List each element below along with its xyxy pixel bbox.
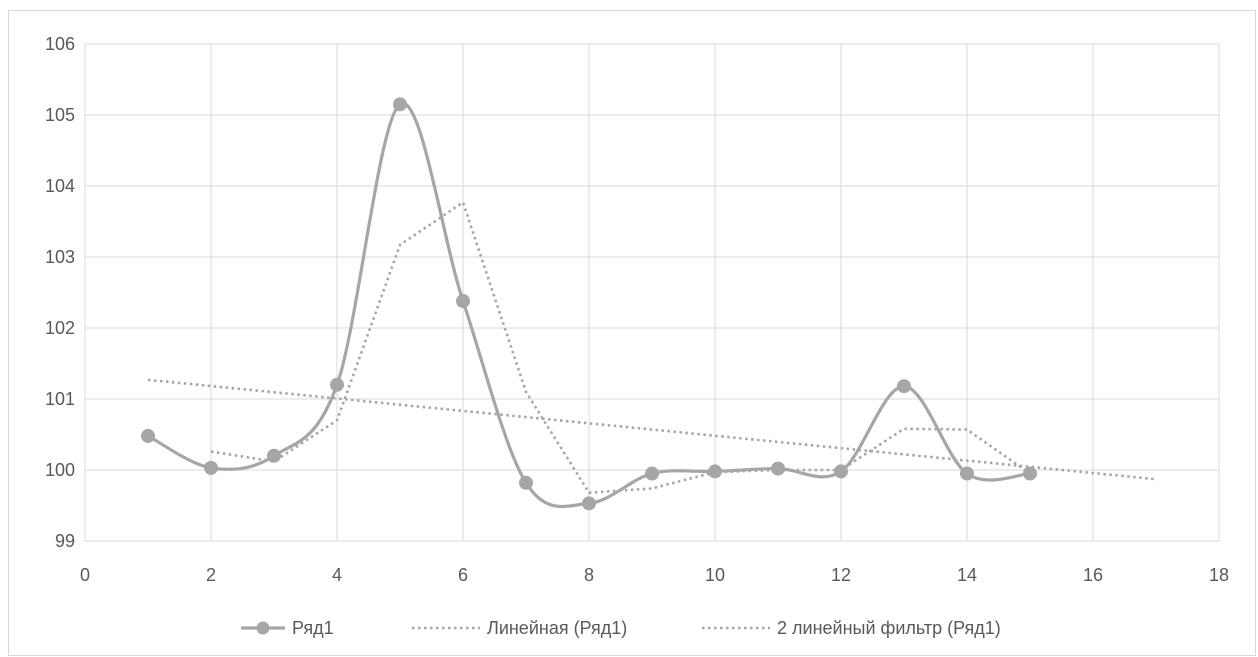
x-tick-label: 2 xyxy=(206,565,216,585)
y-tick-label: 99 xyxy=(55,531,75,551)
chart-svg: 99 100 101 102 103 104 105 106 0 2 4 6 8 10 12 14 16 18 Р… xyxy=(9,11,1257,657)
moving-average-line xyxy=(211,202,1030,492)
data-point-ryad1[interactable] xyxy=(520,476,533,489)
data-point-ryad1[interactable] xyxy=(457,295,470,308)
y-tick-label: 101 xyxy=(45,389,75,409)
data-point-ryad1[interactable] xyxy=(142,429,155,442)
x-tick-label: 8 xyxy=(584,565,594,585)
data-point-ryad1[interactable] xyxy=(583,497,596,510)
legend[interactable]: Ряд1 Линейная (Ряд1) 2 линейный фильтр (Ря… xyxy=(241,618,1001,638)
legend-item-linear[interactable]: Линейная (Ряд1) xyxy=(412,618,627,638)
y-tick-label: 104 xyxy=(45,176,75,196)
data-point-ryad1[interactable] xyxy=(1024,467,1037,480)
chart-frame: 99 100 101 102 103 104 105 106 0 2 4 6 8 10 12 14 16 18 Р… xyxy=(8,10,1256,656)
legend-item-ryad1[interactable]: Ряд1 xyxy=(241,618,334,638)
x-tick-label: 10 xyxy=(705,565,725,585)
x-tick-label: 14 xyxy=(957,565,977,585)
data-point-ryad1[interactable] xyxy=(961,467,974,480)
linear-trendline xyxy=(148,380,1156,479)
legend-label: Ряд1 xyxy=(292,618,334,638)
x-tick-label: 4 xyxy=(332,565,342,585)
x-tick-label: 16 xyxy=(1083,565,1103,585)
legend-item-moving-average[interactable]: 2 линейный фильтр (Ряд1) xyxy=(702,618,1001,638)
series-layer xyxy=(142,98,1157,510)
axis-tick-labels: 99 100 101 102 103 104 105 106 0 2 4 6 8 10 12 14 16 18 xyxy=(45,34,1229,585)
x-tick-label: 6 xyxy=(458,565,468,585)
data-point-ryad1[interactable] xyxy=(205,461,218,474)
data-point-ryad1[interactable] xyxy=(709,465,722,478)
y-tick-label: 100 xyxy=(45,460,75,480)
data-point-ryad1[interactable] xyxy=(331,378,344,391)
x-tick-label: 12 xyxy=(831,565,851,585)
data-point-ryad1[interactable] xyxy=(646,467,659,480)
data-point-ryad1[interactable] xyxy=(898,380,911,393)
x-tick-label: 0 xyxy=(80,565,90,585)
x-tick-label: 18 xyxy=(1209,565,1229,585)
data-point-ryad1[interactable] xyxy=(268,449,281,462)
data-point-ryad1[interactable] xyxy=(772,462,785,475)
y-tick-label: 106 xyxy=(45,34,75,54)
y-tick-label: 105 xyxy=(45,105,75,125)
y-tick-label: 103 xyxy=(45,247,75,267)
data-point-ryad1[interactable] xyxy=(394,98,407,111)
legend-label: Линейная (Ряд1) xyxy=(487,618,627,638)
legend-marker-swatch xyxy=(257,622,270,635)
y-tick-label: 102 xyxy=(45,318,75,338)
data-point-ryad1[interactable] xyxy=(835,465,848,478)
legend-label: 2 линейный фильтр (Ряд1) xyxy=(777,618,1001,638)
